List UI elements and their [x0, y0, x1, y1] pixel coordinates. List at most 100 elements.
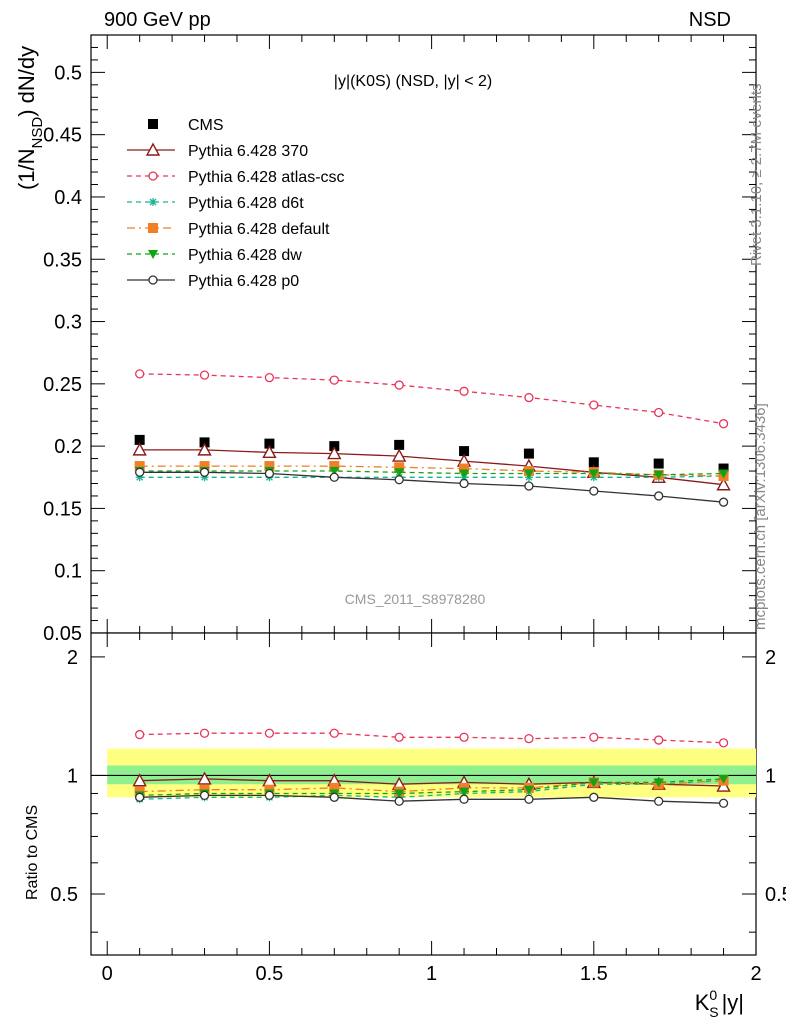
legend-label-cms: CMS [188, 117, 224, 134]
legend-marker-cms [148, 119, 158, 129]
legend-label-pythia-6-428-p0: Pythia 6.428 p0 [188, 273, 299, 290]
ratio-line-pythia-6-428-d6t [139, 780, 724, 800]
main-point-pythia-6-428-370 [327, 446, 342, 460]
ratio-point-pythia-6-428-dw [718, 774, 729, 784]
ratio-point-pythia-6-428-p0 [199, 790, 210, 801]
legend-label-pythia-6-428-dw: Pythia 6.428 dw [188, 247, 302, 264]
main-series-pythia-6-428-p0 [135, 467, 729, 507]
main-point-cms [718, 463, 729, 474]
main-point-pythia-6-428-p0 [718, 497, 729, 507]
ratio-point-pythia-6-428-default [329, 782, 340, 793]
main-series-pythia-6-428-atlas-csc [135, 369, 729, 429]
main-point-pythia-6-428-p0 [264, 468, 275, 479]
chart-title: |y|(K0S) (NSD, |y| < 2) [334, 73, 492, 90]
ratio-point-pythia-6-428-dw [523, 785, 534, 795]
legend-marker-pythia-6-428-atlas-csc [148, 171, 158, 181]
ratio-axis-ticks: 0.5 0.5 1 1 2 2 0 0.5 1 1.5 2 [50, 633, 786, 985]
main-point-cms [653, 458, 664, 469]
main-point-pythia-6-428-p0 [394, 475, 404, 485]
ratio-point-pythia-6-428-p0 [329, 792, 339, 802]
analysis-id: CMS_2011_S8978280 [345, 591, 486, 607]
main-point-pythia-6-428-dw [523, 469, 534, 479]
ratio-point-pythia-6-428-atlas-csc [135, 729, 145, 740]
main-point-pythia-6-428-d6t [135, 473, 144, 482]
main-point-pythia-6-428-dw [653, 470, 664, 480]
y-axis-label-part2: ) dN/dy [14, 46, 39, 117]
main-point-cms [523, 448, 534, 459]
main-point-pythia-6-428-atlas-csc [654, 407, 664, 418]
main-point-pythia-6-428-p0 [135, 467, 145, 477]
main-point-cms [394, 439, 405, 450]
main-point-pythia-6-428-atlas-csc [199, 370, 210, 380]
ratio-point-pythia-6-428-atlas-csc [459, 732, 469, 742]
legend-entry-cms: CMS [148, 117, 224, 134]
mcplots-label: mcplots.cern.ch [arXiv:1306.3436] [752, 403, 769, 630]
energy-label: 900 GeV pp [104, 9, 211, 31]
ratio-line-pythia-6-428-dw [139, 778, 724, 797]
ratio-y-tick-label-left: 2 [67, 647, 78, 669]
ratio-point-pythia-6-428-p0 [718, 798, 729, 808]
ratio-point-pythia-6-428-atlas-csc [718, 738, 729, 748]
main-point-cms [199, 437, 210, 448]
x-tick-label: 1.5 [580, 963, 608, 985]
ratio-point-pythia-6-428-p0 [524, 794, 534, 804]
main-point-pythia-6-428-d6t [200, 473, 209, 482]
ratio-point-pythia-6-428-atlas-csc [394, 732, 404, 742]
main-point-cms [459, 446, 470, 457]
main-point-pythia-6-428-atlas-csc [718, 419, 729, 429]
legend-marker-pythia-6-428-default [148, 223, 158, 233]
ratio-point-pythia-6-428-p0 [459, 794, 469, 804]
main-point-pythia-6-428-default [199, 461, 210, 472]
main-point-pythia-6-428-370 [132, 442, 147, 456]
y-axis-label-main: (1/NNSD) dN/dy [14, 46, 46, 190]
ratio-point-pythia-6-428-atlas-csc [264, 728, 275, 738]
ratio-point-pythia-6-428-370 [132, 773, 147, 787]
main-point-cms [134, 434, 145, 445]
main-point-pythia-6-428-atlas-csc [589, 400, 599, 410]
rivet-label: Rivet 3.1.10, ≥ 2.7M events [748, 84, 765, 267]
ratio-point-pythia-6-428-dw [459, 787, 470, 797]
ratio-point-pythia-6-428-p0 [654, 796, 664, 806]
main-point-pythia-6-428-370 [197, 442, 212, 456]
x-tick-label: 2 [750, 963, 761, 985]
legend-marker-pythia-6-428-p0 [148, 275, 158, 285]
main-point-pythia-6-428-p0 [524, 481, 534, 491]
ratio-point-pythia-6-428-p0 [135, 792, 145, 802]
main-line-pythia-6-428-atlas-csc [139, 373, 724, 425]
main-point-pythia-6-428-370 [716, 477, 731, 491]
main-point-pythia-6-428-default [134, 461, 145, 472]
main-point-pythia-6-428-dw [459, 469, 470, 479]
ratio-line-pythia-6-428-p0 [139, 794, 724, 804]
y-axis-label-ratio: Ratio to CMS [24, 805, 41, 900]
main-y-tick-label: 0.25 [43, 374, 82, 396]
main-panel [90, 34, 757, 634]
legend-label-pythia-6-428-default: Pythia 6.428 default [188, 221, 330, 238]
legend-entry-pythia-6-428-dw: Pythia 6.428 dw [127, 247, 302, 264]
main-point-pythia-6-428-370 [391, 448, 407, 462]
legend: CMS Pythia 6.428 370 Pythia 6.428 atlas-cs… [127, 117, 345, 290]
ratio-series-pythia-6-428-p0 [135, 790, 729, 808]
main-point-pythia-6-428-dw [588, 469, 599, 479]
x-axis-label: K0 S |y| [695, 987, 744, 1020]
x-tick-label: 0.5 [256, 963, 284, 985]
main-point-pythia-6-428-370 [262, 444, 277, 459]
ratio-series-group [132, 728, 731, 808]
ratio-point-pythia-6-428-p0 [589, 792, 599, 802]
main-y-tick-label: 0.35 [43, 249, 82, 271]
main-point-pythia-6-428-atlas-csc [135, 369, 145, 379]
main-point-pythia-6-428-p0 [589, 486, 599, 496]
ratio-point-pythia-6-428-atlas-csc [524, 734, 534, 744]
x-axis-label-main: K [695, 990, 710, 1015]
legend-marker-pythia-6-428-dw [148, 250, 158, 259]
main-point-pythia-6-428-dw [718, 469, 729, 479]
main-y-tick-label: 0.1 [54, 561, 82, 583]
x-tick-label: 1 [426, 963, 437, 985]
main-point-cms [264, 438, 275, 449]
legend-label-pythia-6-428-atlas-csc: Pythia 6.428 atlas-csc [188, 169, 345, 186]
main-line-pythia-6-428-d6t [139, 475, 724, 478]
x-axis-label-sub: S [709, 1004, 718, 1020]
main-point-pythia-6-428-p0 [199, 467, 210, 477]
ratio-point-pythia-6-428-atlas-csc [589, 732, 599, 742]
main-series-group [132, 369, 731, 507]
ratio-point-pythia-6-428-dw [394, 789, 405, 799]
